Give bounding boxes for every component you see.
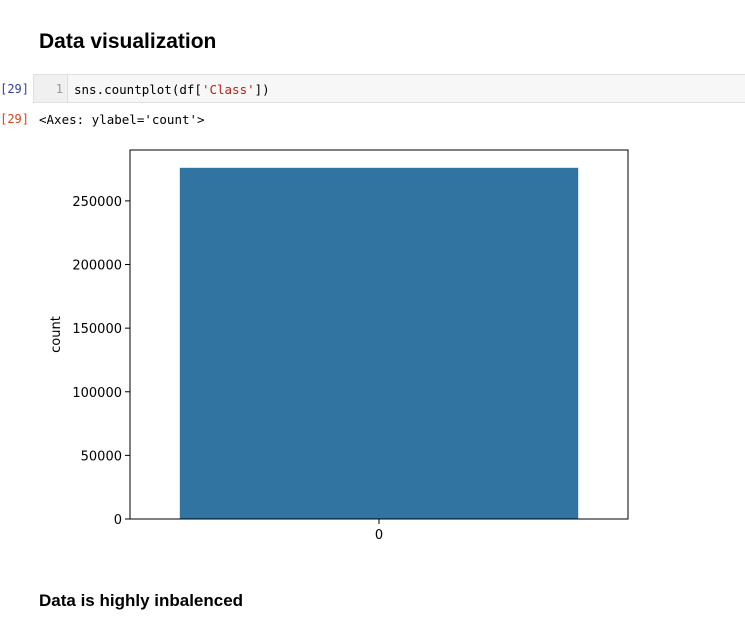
y-tick-label: 0 — [114, 513, 122, 528]
code-string-literal: 'Class' — [201, 82, 255, 97]
code-editor[interactable]: sns.countplot(df['Class']) — [74, 82, 270, 97]
x-tick-label: 0 — [375, 528, 383, 543]
axes-frame — [129, 149, 629, 520]
y-axis-label: count — [49, 316, 64, 353]
y-tick-label: 250000 — [72, 195, 122, 210]
code-suffix: ]) — [254, 82, 270, 97]
output-prompt: [29]: — [0, 112, 29, 126]
note-data-imbalanced: Data is highly inbalenced — [39, 591, 244, 610]
line-gutter: 1 — [34, 75, 68, 102]
y-tick-label: 150000 — [72, 322, 122, 337]
output-repr: <Axes: ylabel='count'> — [39, 112, 205, 127]
chart-plot-area: 0 0 50000 100000 150000 200000 250000 count — [49, 149, 629, 543]
code-prefix: sns.countplot(df[ — [74, 82, 202, 97]
y-tick-label: 100000 — [72, 386, 122, 401]
bar-0 — [179, 167, 579, 520]
input-prompt: [29]: — [0, 82, 29, 96]
countplot-chart: 0 0 50000 100000 150000 200000 250000 count — [49, 149, 629, 543]
y-tick-label: 200000 — [72, 259, 122, 274]
code-cell[interactable]: 1 sns.countplot(df['Class']) — [33, 74, 745, 103]
y-tick-label: 50000 — [81, 449, 122, 464]
line-number: 1 — [55, 82, 63, 96]
heading-data-visualization: Data visualization — [39, 30, 217, 53]
